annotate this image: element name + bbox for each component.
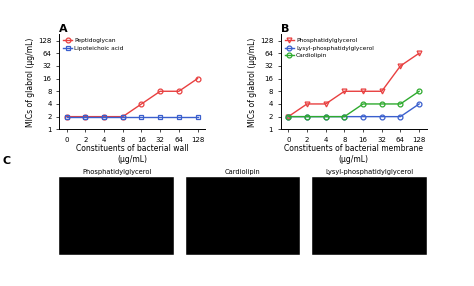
- X-axis label: Constituents of bacterial membrane
(μg/mL): Constituents of bacterial membrane (μg/m…: [284, 144, 423, 164]
- Peptidoglycan: [120, 115, 126, 118]
- Cardiolipin: [342, 115, 347, 118]
- Phosphatidylglycerol: [360, 90, 366, 93]
- Line: Lysyl-phosphatidylglycerol: Lysyl-phosphatidylglycerol: [286, 102, 421, 119]
- Peptidoglycan: [101, 115, 107, 118]
- Phosphatidylglycerol: [304, 102, 310, 106]
- Cardiolipin: [323, 115, 328, 118]
- Phosphatidylglycerol: [285, 115, 291, 118]
- Line: Peptidoglycan: Peptidoglycan: [64, 76, 200, 119]
- Lysyl-phosphatidylglycerol: [304, 115, 310, 118]
- Lipoteichoic acid: [195, 115, 201, 118]
- Text: B: B: [281, 23, 289, 33]
- Phosphatidylglycerol: [416, 51, 422, 55]
- Lipoteichoic acid: [82, 115, 88, 118]
- Legend: Peptidoglycan, Lipoteichoic acid: Peptidoglycan, Lipoteichoic acid: [62, 37, 125, 52]
- Title: Phosphatidylglycerol: Phosphatidylglycerol: [82, 169, 151, 175]
- Lysyl-phosphatidylglycerol: [342, 115, 347, 118]
- Cardiolipin: [398, 102, 403, 106]
- Phosphatidylglycerol: [323, 102, 328, 106]
- Y-axis label: MICs of glabrol (μg/mL): MICs of glabrol (μg/mL): [248, 37, 257, 126]
- Lipoteichoic acid: [176, 115, 182, 118]
- Lipoteichoic acid: [101, 115, 107, 118]
- Peptidoglycan: [195, 77, 201, 80]
- Line: Phosphatidylglycerol: Phosphatidylglycerol: [286, 51, 421, 119]
- Cardiolipin: [379, 102, 384, 106]
- Lipoteichoic acid: [157, 115, 163, 118]
- Lipoteichoic acid: [64, 115, 70, 118]
- Phosphatidylglycerol: [379, 90, 384, 93]
- Lipoteichoic acid: [138, 115, 144, 118]
- Lysyl-phosphatidylglycerol: [416, 102, 422, 106]
- Title: Cardiolipin: Cardiolipin: [225, 169, 261, 175]
- Legend: Phosphatidylglycerol, Lysyl-phosphatidylglycerol, Cardiolipin: Phosphatidylglycerol, Lysyl-phosphatidyl…: [284, 37, 375, 59]
- Cardiolipin: [285, 115, 291, 118]
- Peptidoglycan: [157, 90, 163, 93]
- Cardiolipin: [304, 115, 310, 118]
- Phosphatidylglycerol: [342, 90, 347, 93]
- Peptidoglycan: [176, 90, 182, 93]
- Text: A: A: [59, 23, 68, 33]
- Lysyl-phosphatidylglycerol: [323, 115, 328, 118]
- Line: Cardiolipin: Cardiolipin: [286, 89, 421, 119]
- Lipoteichoic acid: [120, 115, 126, 118]
- Text: C: C: [2, 156, 10, 166]
- Lysyl-phosphatidylglycerol: [379, 115, 384, 118]
- Cardiolipin: [360, 102, 366, 106]
- Peptidoglycan: [82, 115, 88, 118]
- Phosphatidylglycerol: [398, 64, 403, 67]
- Lysyl-phosphatidylglycerol: [360, 115, 366, 118]
- Cardiolipin: [416, 90, 422, 93]
- Peptidoglycan: [138, 102, 144, 106]
- Title: Lysyl-phosphatidylglycerol: Lysyl-phosphatidylglycerol: [325, 169, 413, 175]
- Lysyl-phosphatidylglycerol: [285, 115, 291, 118]
- Y-axis label: MICs of glabrol (μg/mL): MICs of glabrol (μg/mL): [27, 37, 36, 126]
- Peptidoglycan: [64, 115, 70, 118]
- Line: Lipoteichoic acid: Lipoteichoic acid: [64, 114, 200, 119]
- X-axis label: Constituents of bacterial wall
(μg/mL): Constituents of bacterial wall (μg/mL): [76, 144, 189, 164]
- Lysyl-phosphatidylglycerol: [398, 115, 403, 118]
